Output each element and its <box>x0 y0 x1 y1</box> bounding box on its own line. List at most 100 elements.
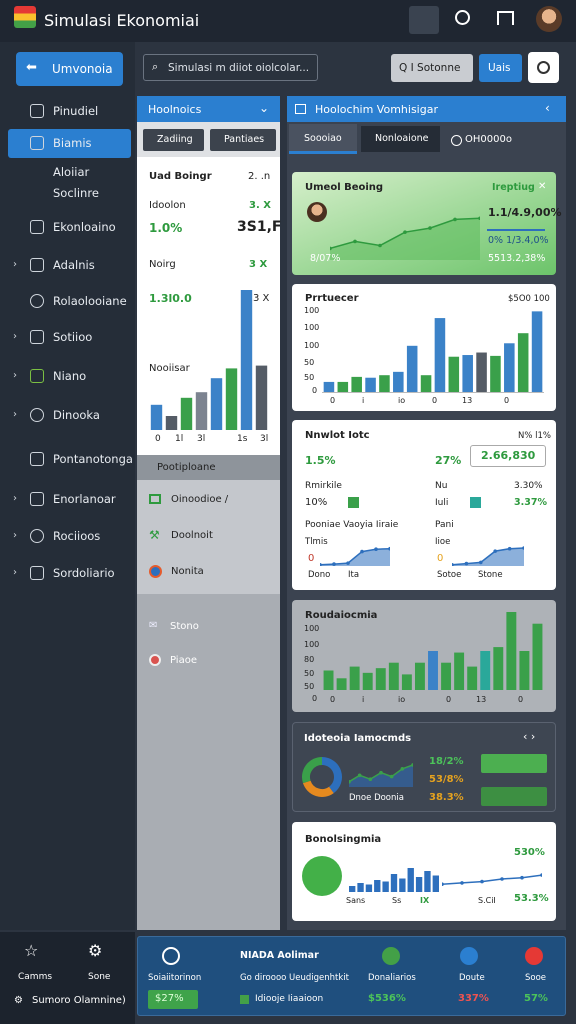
avatar[interactable] <box>536 6 562 32</box>
tab-label: Nonloaione <box>375 133 429 144</box>
footer-link[interactable]: Sone <box>88 972 111 982</box>
bar <box>401 674 412 690</box>
footer-link[interactable]: Sumoro Olamnine) <box>32 995 126 1006</box>
menu-item[interactable]: Enorlanoar <box>53 492 116 506</box>
value: 1.5% <box>305 454 336 467</box>
menu-item[interactable]: Biamis <box>53 136 92 150</box>
bar-chart <box>323 612 543 690</box>
panel-title: Hoolnoics <box>148 103 202 116</box>
area <box>330 218 480 260</box>
line-chart <box>442 873 542 886</box>
input[interactable]: 2.66,830 <box>470 445 546 467</box>
point <box>368 777 373 781</box>
icon <box>149 565 162 578</box>
bar <box>337 381 349 392</box>
tab[interactable]: Pantiaes <box>210 129 276 151</box>
bar <box>399 878 406 892</box>
button[interactable] <box>481 787 547 806</box>
value: 27% <box>435 454 462 467</box>
gauge <box>302 856 342 896</box>
x-label: Sotoe <box>437 570 462 580</box>
point <box>389 774 394 779</box>
tab-label[interactable]: OH0000o <box>465 134 512 145</box>
settings-button[interactable] <box>528 52 559 83</box>
menu-item[interactable]: Adalnis <box>53 258 95 272</box>
donut-slice <box>321 757 342 794</box>
search-icon[interactable] <box>455 10 470 25</box>
label: Sooe <box>525 973 547 983</box>
x-label: 0 <box>446 695 452 704</box>
search-box[interactable]: ⌕ Simulasi m diiot oiolcolar... <box>143 54 318 81</box>
y-label: 100 <box>304 640 320 649</box>
panel-header: Hoolnoics ⌄ <box>137 96 280 122</box>
menu-item[interactable]: Soclinre <box>53 186 99 200</box>
bar-chart <box>349 868 439 892</box>
point <box>500 877 504 881</box>
list-item[interactable]: Nonita <box>171 566 204 577</box>
tab[interactable]: Nonloaione <box>361 126 440 152</box>
app-title: Simulasi Ekonomiai <box>44 11 200 30</box>
clipboard-button[interactable] <box>409 6 439 34</box>
panel-title: Hoolochim Vomhisigar <box>315 103 438 116</box>
button[interactable]: Q I Sotonne <box>391 54 473 82</box>
point <box>464 561 469 566</box>
point <box>346 561 350 565</box>
donut-slice <box>302 757 323 784</box>
list-item[interactable]: Doolnoit <box>171 530 213 541</box>
button[interactable]: Uais <box>479 54 522 82</box>
x-label: Ss <box>392 896 402 905</box>
card-title: Idoteoia Iamocmds <box>304 733 412 744</box>
x-label: 0 <box>437 553 444 564</box>
label: Go diroooo Ueudigenhtkit <box>240 973 350 983</box>
menu-item[interactable]: Ekonloaino <box>53 220 116 234</box>
icon <box>30 408 44 422</box>
tab[interactable]: Soooiao <box>289 124 357 154</box>
menu-item[interactable]: Rociioos <box>53 529 101 543</box>
point <box>540 873 542 877</box>
list-item[interactable]: Stono <box>170 621 199 632</box>
bar <box>532 623 543 690</box>
value-badge: $27% <box>148 990 198 1009</box>
icon <box>149 494 161 504</box>
point <box>320 563 322 566</box>
bar <box>349 666 360 690</box>
icon <box>30 369 44 383</box>
logo <box>14 6 36 28</box>
x-label: Dono <box>308 570 331 580</box>
menu-item[interactable]: Sotiioo <box>53 330 93 344</box>
bar <box>388 662 399 690</box>
x-label: io <box>398 695 406 704</box>
value: 1.0% <box>149 221 183 235</box>
value: 3.30% <box>514 481 543 491</box>
menu-item[interactable]: Dinooka <box>53 408 100 422</box>
button[interactable] <box>481 754 547 773</box>
menu-item[interactable]: Aloiiar <box>53 165 90 179</box>
bar <box>255 365 268 430</box>
x-label: Stone <box>478 570 503 580</box>
value: 1.3l0.0 <box>149 292 192 305</box>
label: NIADA Aolimar <box>240 950 319 961</box>
label: Soiaiitorinon <box>148 973 202 983</box>
area-chart <box>349 763 413 787</box>
list-item[interactable]: Piaoe <box>170 655 197 666</box>
menu-item[interactable]: Pinudiel <box>53 104 99 118</box>
y-label: 80 <box>304 655 315 664</box>
store-icon[interactable] <box>497 11 514 25</box>
menu-item[interactable]: Sordoliario <box>53 566 115 580</box>
icon <box>30 136 44 150</box>
primary-button[interactable]: ⬅ Umvonoia <box>16 52 123 86</box>
bar <box>165 416 178 430</box>
bar <box>225 368 238 430</box>
tab[interactable]: Zadiing <box>143 129 204 151</box>
menu-item[interactable]: Rolaolooiane <box>53 294 127 308</box>
icon <box>149 654 161 666</box>
x-label: Ita <box>348 570 360 580</box>
menu-item[interactable]: Niano <box>53 369 87 383</box>
point <box>480 879 484 884</box>
area-chart <box>330 216 480 260</box>
value: 10% <box>305 497 328 508</box>
list-item[interactable]: Oinoodioe / <box>171 494 229 505</box>
search-placeholder: Simulasi m diiot oiolcolar... <box>168 62 310 74</box>
menu-item[interactable]: Pontanotonga <box>53 452 133 466</box>
footer-link[interactable]: Camms <box>18 972 53 982</box>
